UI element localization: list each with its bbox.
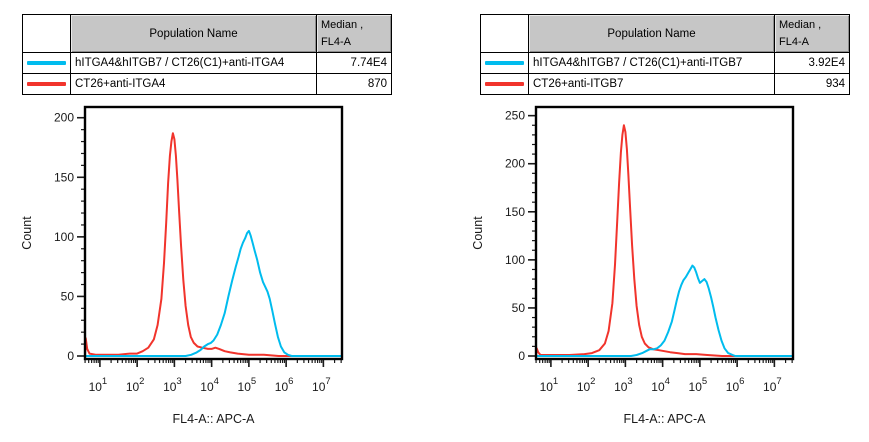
svg-text:106: 106 — [726, 376, 745, 394]
cyan-series-swatch — [27, 61, 66, 65]
median-value-cell: 870 — [316, 73, 392, 95]
population-name-cell: hITGA4&hITGB7 / CT26(C1)+anti-ITGB7 — [528, 52, 775, 74]
svg-text:100: 100 — [54, 230, 74, 244]
svg-text:101: 101 — [540, 376, 559, 394]
red-series-swatch — [485, 82, 524, 86]
svg-text:0: 0 — [67, 349, 74, 363]
svg-text:105: 105 — [689, 376, 708, 394]
median-value-cell: 934 — [774, 73, 850, 95]
legend-row-stained[interactable]: hITGA4&hITGB7 / CT26(C1)+anti-ITGA4 7.74… — [22, 52, 392, 74]
swatch-cell — [480, 73, 529, 95]
legend-corner-cell — [22, 14, 71, 53]
svg-text:50: 50 — [61, 289, 75, 303]
svg-text:103: 103 — [614, 376, 633, 394]
svg-text:101: 101 — [89, 376, 108, 394]
svg-text:103: 103 — [163, 376, 182, 394]
svg-text:FL4-A:: APC-A: FL4-A:: APC-A — [173, 412, 256, 426]
svg-text:0: 0 — [518, 349, 525, 363]
median-header: Median , FL4-A — [316, 14, 392, 53]
population-name-header: Population Name — [70, 14, 317, 53]
svg-text:105: 105 — [238, 376, 257, 394]
svg-text:Count: Count — [471, 216, 485, 250]
flow-histogram-anti-itgb7[interactable]: 101 102 103 104 105 106 107 0 50 100 150 200 250 FL4-… — [435, 100, 869, 442]
cyan-series-swatch — [485, 61, 524, 65]
population-name-cell: CT26+anti-ITGB7 — [528, 73, 775, 95]
legend-table-anti-itgb7: Population Name Median , FL4-A hITGA4&hI… — [480, 14, 850, 95]
median-value-cell: 7.74E4 — [316, 52, 392, 74]
svg-text:150: 150 — [54, 170, 74, 184]
svg-text:102: 102 — [126, 376, 145, 394]
median-header-line2: FL4-A — [321, 35, 351, 48]
svg-text:250: 250 — [505, 109, 525, 123]
svg-text:107: 107 — [312, 376, 331, 394]
swatch-cell — [480, 52, 529, 74]
swatch-cell — [22, 73, 71, 95]
svg-text:50: 50 — [512, 301, 526, 315]
svg-text:104: 104 — [651, 376, 670, 394]
svg-text:107: 107 — [763, 376, 782, 394]
legend-row-control[interactable]: CT26+anti-ITGA4 870 — [22, 73, 392, 95]
swatch-cell — [22, 52, 71, 74]
svg-text:150: 150 — [505, 205, 525, 219]
svg-text:102: 102 — [577, 376, 596, 394]
population-name-header: Population Name — [528, 14, 775, 53]
median-header: Median , FL4-A — [774, 14, 850, 53]
legend-corner-cell — [480, 14, 529, 53]
median-value-cell: 3.92E4 — [774, 52, 850, 74]
svg-text:Count: Count — [20, 216, 34, 250]
svg-text:200: 200 — [505, 157, 525, 171]
legend-table-anti-itga4: Population Name Median , FL4-A hITGA4&hI… — [22, 14, 392, 95]
population-name-cell: CT26+anti-ITGA4 — [70, 73, 317, 95]
svg-text:200: 200 — [54, 111, 74, 125]
red-series-swatch — [27, 82, 66, 86]
svg-text:106: 106 — [275, 376, 294, 394]
legend-row-stained[interactable]: hITGA4&hITGB7 / CT26(C1)+anti-ITGB7 3.92… — [480, 52, 850, 74]
population-name-cell: hITGA4&hITGB7 / CT26(C1)+anti-ITGA4 — [70, 52, 317, 74]
svg-text:104: 104 — [200, 376, 219, 394]
svg-text:100: 100 — [505, 253, 525, 267]
legend-row-control[interactable]: CT26+anti-ITGB7 934 — [480, 73, 850, 95]
legend-header-row: Population Name Median , FL4-A — [22, 14, 392, 53]
median-header-line1: Median , — [321, 19, 364, 31]
flow-histogram-anti-itga4[interactable]: 101 102 103 104 105 106 107 0 50 100 150 200FL4-A::… — [0, 100, 434, 442]
median-header-line1: Median , — [779, 19, 822, 31]
median-header-line2: FL4-A — [779, 35, 809, 48]
svg-text:FL4-A:: APC-A: FL4-A:: APC-A — [624, 412, 707, 426]
legend-header-row: Population Name Median , FL4-A — [480, 14, 850, 53]
